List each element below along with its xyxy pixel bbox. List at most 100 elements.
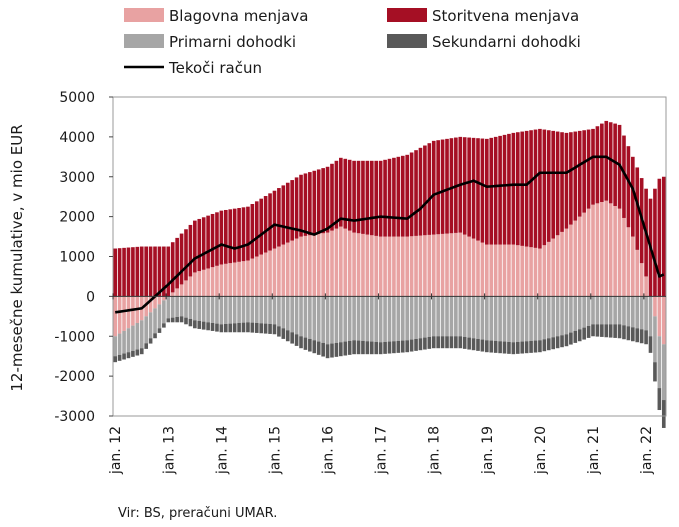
bar-services — [657, 178, 662, 297]
bar-services — [573, 131, 578, 221]
bar-services — [126, 247, 131, 297]
bar-secondary — [361, 340, 365, 355]
bar-primary — [312, 296, 317, 341]
bar-goods — [485, 244, 489, 297]
y-tick-label: 4000 — [59, 130, 95, 146]
bar-secondary — [569, 332, 573, 345]
bar-secondary — [259, 323, 264, 334]
bar-goods — [582, 212, 586, 297]
bar-goods — [392, 236, 396, 297]
bar-primary — [639, 296, 644, 330]
bar-secondary — [188, 318, 193, 327]
bar-secondary — [507, 341, 511, 354]
bar-secondary — [582, 327, 586, 340]
bar-primary — [493, 296, 498, 341]
bar-services — [135, 246, 140, 297]
bar-goods — [378, 236, 383, 297]
bar-services — [582, 130, 586, 213]
bar-goods — [418, 235, 423, 297]
bar-goods — [263, 252, 268, 297]
bar-secondary — [157, 328, 162, 333]
bar-services — [281, 185, 286, 245]
bar-secondary — [555, 336, 560, 349]
bar-services — [241, 207, 246, 262]
bar-primary — [369, 296, 374, 342]
bar-secondary — [126, 352, 131, 359]
bar-goods — [462, 234, 467, 297]
bar-secondary — [210, 322, 215, 331]
bar-goods — [224, 263, 228, 297]
bar-secondary — [387, 341, 392, 354]
bar-goods — [414, 235, 418, 297]
bar-services — [197, 218, 202, 272]
bar-goods — [126, 296, 131, 329]
bar-goods — [471, 238, 476, 297]
bar-primary — [617, 296, 622, 325]
bar-services — [144, 246, 148, 297]
bar-primary — [431, 296, 436, 337]
bar-secondary — [489, 340, 494, 353]
bar-primary — [600, 296, 604, 325]
bar-secondary — [409, 339, 414, 352]
bar-secondary — [272, 324, 277, 335]
bar-services — [131, 247, 135, 297]
bar-services — [418, 147, 423, 236]
bar-services — [493, 136, 498, 245]
legend-swatch-services — [387, 8, 427, 22]
bar-goods — [476, 240, 480, 297]
bar-services — [285, 182, 290, 243]
bar-goods — [294, 238, 299, 297]
bar-services — [661, 176, 666, 297]
bar-services — [564, 132, 569, 229]
bar-goods — [555, 235, 560, 297]
bar-primary — [485, 296, 489, 341]
bar-primary — [498, 296, 502, 342]
bar-services — [431, 140, 436, 235]
bar-goods — [219, 264, 224, 297]
bar-secondary — [316, 341, 321, 355]
bar-secondary — [498, 341, 502, 354]
bar-services — [299, 174, 303, 237]
bar-secondary — [635, 328, 640, 343]
bar-primary — [454, 296, 458, 337]
bar-primary — [524, 296, 529, 342]
bar-goods — [316, 233, 321, 297]
bar-primary — [476, 296, 480, 339]
bar-services — [409, 152, 414, 237]
bar-secondary — [277, 326, 281, 337]
bar-services — [206, 215, 210, 269]
bar-services — [392, 157, 396, 237]
bar-secondary — [533, 340, 538, 353]
bar-services — [524, 130, 529, 247]
bar-services — [162, 246, 166, 297]
bar-services — [538, 128, 542, 249]
bar-services — [352, 160, 356, 233]
bar-goods — [210, 267, 215, 297]
bar-secondary — [564, 334, 569, 347]
bar-services — [153, 246, 157, 297]
bar-secondary — [330, 343, 334, 358]
bar-services — [436, 140, 440, 235]
x-tick-label: jan. 16 — [321, 426, 337, 475]
x-tick-label: jan. 15 — [268, 426, 284, 475]
bar-goods — [215, 265, 219, 297]
bar-primary — [139, 320, 144, 349]
bar-services — [193, 220, 197, 273]
legend-label-goods: Blagovna menjava — [169, 7, 308, 25]
bar-goods — [277, 246, 281, 297]
bar-primary — [635, 296, 640, 329]
bar-secondary — [431, 336, 436, 349]
bar-goods — [569, 224, 573, 297]
x-tick-label: jan. 14 — [214, 426, 230, 475]
bar-services — [586, 129, 591, 209]
bar-goods — [493, 244, 498, 297]
bar-services — [343, 158, 348, 229]
bar-goods — [635, 249, 640, 297]
bar-primary — [144, 316, 148, 344]
bar-primary — [361, 296, 365, 341]
bar-services — [330, 163, 334, 231]
bar-primary — [409, 296, 414, 340]
bar-secondary — [414, 338, 418, 351]
bar-primary — [515, 296, 520, 342]
bar-primary — [511, 296, 516, 343]
